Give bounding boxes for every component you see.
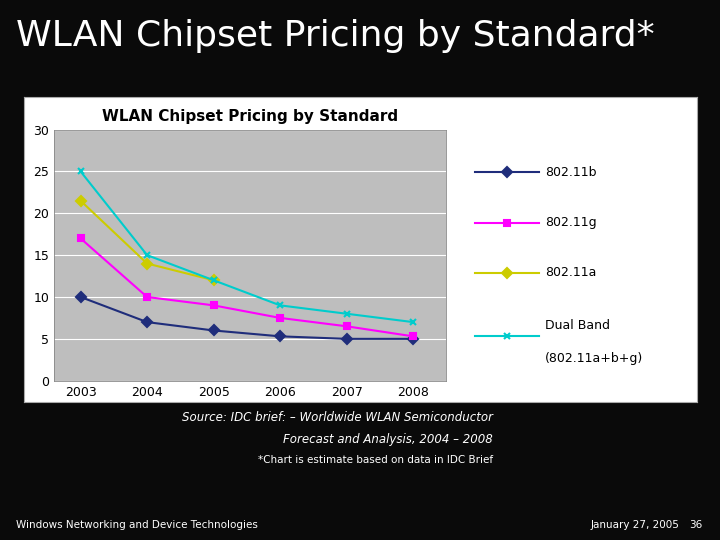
Line: Dual Band
(802.11a+b+g): Dual Band (802.11a+b+g) [77, 168, 417, 326]
Line: 802.11a: 802.11a [77, 197, 217, 284]
802.11b [342, 335, 351, 342]
Text: Source: IDC brief: – Worldwide WLAN Semiconductor: Source: IDC brief: – Worldwide WLAN Semi… [182, 411, 493, 424]
802.11b [409, 335, 418, 342]
802.11g [342, 323, 351, 329]
Dual Band
(802.11a+b+g) [342, 310, 351, 317]
Text: (802.11a+b+g): (802.11a+b+g) [545, 352, 644, 365]
Dual Band
(802.11a+b+g) [409, 319, 418, 325]
Dual Band
(802.11a+b+g) [143, 252, 151, 259]
Text: 802.11b: 802.11b [545, 166, 597, 179]
Line: 802.11b: 802.11b [77, 294, 417, 342]
802.11b [143, 319, 151, 325]
Line: 802.11g: 802.11g [77, 235, 417, 340]
802.11g [210, 302, 218, 309]
802.11g [409, 333, 418, 340]
802.11a [210, 277, 218, 284]
802.11b [210, 327, 218, 334]
Text: 802.11a: 802.11a [545, 266, 596, 279]
Text: Forecast and Analysis, 2004 – 2008: Forecast and Analysis, 2004 – 2008 [284, 433, 493, 446]
Dual Band
(802.11a+b+g) [276, 302, 284, 309]
Text: Dual Band: Dual Band [545, 319, 610, 332]
Dual Band
(802.11a+b+g) [76, 168, 85, 175]
802.11g [143, 294, 151, 300]
802.11a [76, 198, 85, 204]
802.11b [76, 294, 85, 300]
Text: *Chart is estimate based on data in IDC Brief: *Chart is estimate based on data in IDC … [258, 455, 493, 465]
Text: January 27, 2005: January 27, 2005 [590, 520, 679, 530]
802.11g [76, 235, 85, 242]
802.11b [276, 333, 284, 340]
Text: WLAN Chipset Pricing by Standard*: WLAN Chipset Pricing by Standard* [16, 19, 654, 53]
Title: WLAN Chipset Pricing by Standard: WLAN Chipset Pricing by Standard [102, 109, 398, 124]
802.11g [276, 315, 284, 321]
Text: 802.11g: 802.11g [545, 216, 597, 229]
Text: Windows Networking and Device Technologies: Windows Networking and Device Technologi… [16, 520, 258, 530]
Text: 36: 36 [689, 520, 702, 530]
802.11a [143, 260, 151, 267]
Dual Band
(802.11a+b+g) [210, 277, 218, 284]
